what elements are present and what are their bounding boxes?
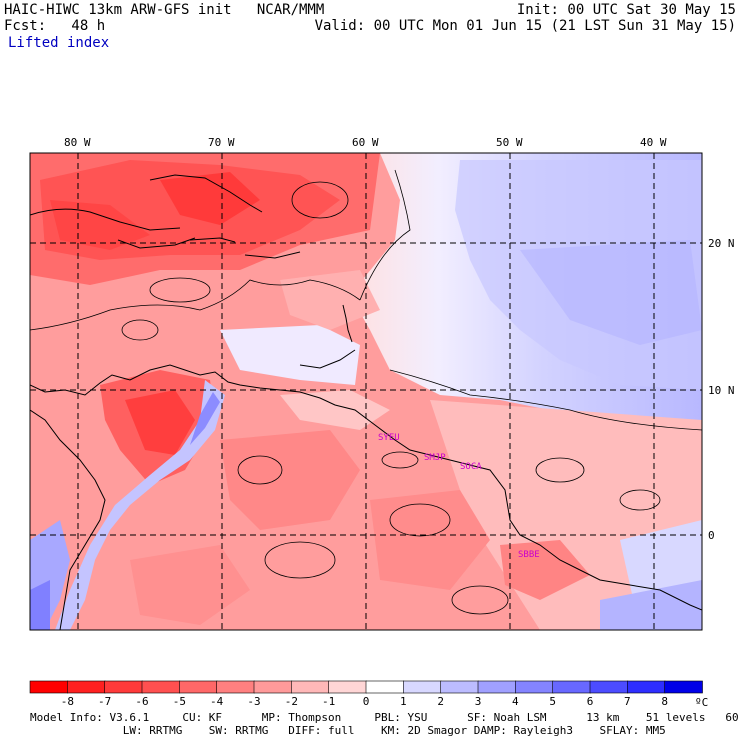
forecast-hour: Fcst: 48 h (4, 18, 106, 34)
map-field (30, 153, 702, 630)
colorbar-swatch (440, 680, 479, 694)
lon-label-50w: 50 W (496, 136, 523, 149)
colorbar-swatch (104, 680, 143, 694)
colorbar-swatch (477, 680, 517, 694)
colorbar-tick-label: 4 (512, 695, 519, 708)
model-info-line-2: LW: RRTMG SW: RRTMG DIFF: full KM: 2D Sm… (30, 724, 666, 737)
colorbar-tick-label: 7 (624, 695, 631, 708)
lat-label-10n: 10 N (708, 384, 735, 397)
station-label: SYEU (378, 433, 400, 443)
colorbar-swatch (29, 680, 69, 694)
colorbar-tick-label: 2 (437, 695, 444, 708)
colorbar-tick-label: -2 (285, 695, 298, 708)
map-frame (29, 152, 703, 631)
colorbar-swatch (141, 680, 181, 694)
model-info-line-1: Model Info: V3.6.1 CU: KF MP: Thompson P… (30, 711, 740, 724)
contour-lines (30, 169, 702, 615)
lon-label-40w: 40 W (640, 136, 667, 149)
lon-label-70w: 70 W (208, 136, 235, 149)
lat-label-0: 0 (708, 529, 715, 542)
colorbar-tick-label: -3 (247, 695, 260, 708)
colorbar-swatch (216, 680, 255, 694)
station-label: SOCA (460, 462, 482, 472)
colorbar-swatch (179, 680, 218, 694)
lon-label-80w: 80 W (64, 136, 91, 149)
colorbar-tick-label: -7 (98, 695, 111, 708)
colorbar-tick-label: -4 (210, 695, 224, 708)
colorbar-swatch (515, 680, 554, 694)
colorbar-tick-label: -5 (173, 695, 186, 708)
colorbar-swatch (291, 680, 330, 694)
colorbar-tick-label: 0 (363, 695, 370, 708)
valid-time: Valid: 00 UTC Mon 01 Jun 15 (21 LST Sun … (314, 18, 736, 34)
colorbar-ticks: -8 -7 -6 -5 -4 -3 -2 -1 0 1 2 3 4 5 6 7 8 (61, 695, 668, 708)
colorbar-tick-label: 1 (400, 695, 407, 708)
colorbar-swatch (67, 680, 106, 694)
station-label: SBBE (518, 550, 540, 560)
title-line: HAIC-HIWC 13km ARW-GFS init NCAR/MMM (4, 2, 325, 18)
colorbar-unit: ºC (695, 696, 708, 709)
colorbar-tick-label: -6 (135, 695, 148, 708)
colorbar-swatch (589, 680, 629, 694)
colorbar-swatch (403, 680, 442, 694)
init-time: Init: 00 UTC Sat 30 May 15 (516, 2, 736, 18)
colorbar-tick-label: -8 (61, 695, 74, 708)
colorbar-swatch (328, 680, 367, 694)
colorbar-swatch (627, 680, 666, 694)
colorbar (29, 680, 703, 694)
colorbar-tick-label: 3 (475, 695, 482, 708)
colorbar-tick-label: -1 (322, 695, 335, 708)
colorbar-tick-label: 8 (661, 695, 668, 708)
graticule (30, 153, 702, 630)
coastlines (30, 174, 702, 630)
colorbar-swatch (253, 680, 293, 694)
colorbar-tick-label: 6 (587, 695, 594, 708)
colorbar-swatch (552, 680, 591, 694)
colorbar-swatch (664, 680, 703, 694)
lon-label-60w: 60 W (352, 136, 379, 149)
colorbar-tick-label: 5 (549, 695, 556, 708)
field-name: Lifted index (8, 35, 110, 51)
station-label: SMJP (424, 453, 446, 463)
lat-label-20n: 20 N (708, 237, 735, 250)
colorbar-swatch (365, 680, 405, 694)
